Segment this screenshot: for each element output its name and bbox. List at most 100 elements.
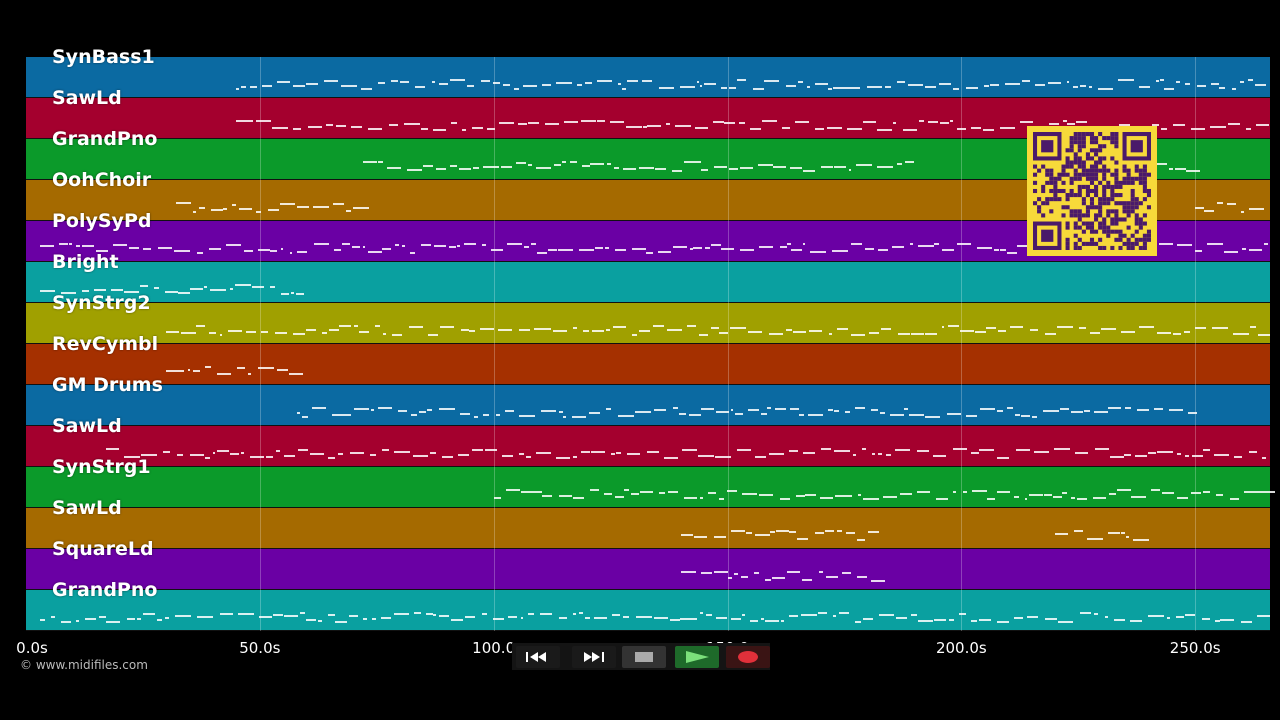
note-mark xyxy=(576,84,583,86)
note-mark xyxy=(204,286,207,288)
track-name-label: SynStrg1 xyxy=(52,456,151,478)
fast-forward-button[interactable] xyxy=(572,646,616,668)
record-button[interactable] xyxy=(726,646,770,668)
note-mark xyxy=(572,456,577,458)
note-mark xyxy=(605,329,610,331)
note-mark xyxy=(1173,333,1181,335)
note-mark xyxy=(433,614,436,616)
track-lane[interactable] xyxy=(26,549,1270,590)
note-mark xyxy=(749,128,761,130)
note-mark xyxy=(352,207,370,209)
note-mark xyxy=(50,616,56,618)
note-mark xyxy=(699,85,703,87)
note-mark xyxy=(582,330,589,332)
note-mark xyxy=(428,334,438,336)
note-mark xyxy=(572,613,577,615)
note-mark xyxy=(353,325,358,327)
note-mark xyxy=(673,246,687,248)
note-mark xyxy=(305,329,316,331)
note-mark xyxy=(834,166,846,168)
note-mark xyxy=(1094,613,1099,615)
note-mark xyxy=(932,455,946,457)
track-lane[interactable] xyxy=(26,303,1270,344)
note-mark xyxy=(180,332,196,334)
note-mark xyxy=(773,166,787,168)
grid-line xyxy=(493,57,495,631)
track-lane[interactable] xyxy=(26,467,1270,508)
note-mark xyxy=(1213,454,1229,456)
track-lane[interactable] xyxy=(26,508,1270,549)
note-mark xyxy=(1125,407,1132,409)
track-lane[interactable] xyxy=(26,426,1270,467)
note-mark xyxy=(58,243,68,245)
note-mark xyxy=(308,126,322,128)
note-mark xyxy=(495,414,500,416)
note-mark xyxy=(789,531,797,533)
note-mark xyxy=(905,161,914,163)
note-mark xyxy=(283,455,296,457)
note-mark xyxy=(1159,79,1164,81)
note-mark xyxy=(451,122,457,124)
note-mark xyxy=(731,530,745,532)
track-lane[interactable] xyxy=(26,590,1270,631)
note-mark xyxy=(755,534,770,536)
track-lane[interactable] xyxy=(26,262,1270,303)
note-mark xyxy=(878,614,895,616)
note-mark xyxy=(527,491,542,493)
note-mark xyxy=(612,614,620,616)
note-mark xyxy=(1148,615,1164,617)
track-lane[interactable] xyxy=(26,57,1270,98)
note-mark xyxy=(892,122,897,124)
note-mark xyxy=(581,451,590,453)
note-mark xyxy=(483,166,499,168)
note-mark xyxy=(938,83,952,85)
note-mark xyxy=(409,252,415,254)
track-lane[interactable] xyxy=(26,344,1270,385)
note-mark xyxy=(1079,612,1091,614)
note-mark xyxy=(622,168,636,170)
note-mark xyxy=(420,244,431,246)
note-mark xyxy=(280,203,295,205)
note-mark xyxy=(1228,123,1241,125)
note-mark xyxy=(1062,120,1067,122)
note-mark xyxy=(157,619,163,621)
note-mark xyxy=(232,204,237,206)
note-mark xyxy=(1211,83,1220,85)
note-mark xyxy=(701,572,712,574)
note-mark xyxy=(371,618,377,620)
note-mark xyxy=(790,167,803,169)
rewind-button[interactable] xyxy=(516,646,560,668)
note-mark xyxy=(75,620,79,622)
stop-button[interactable] xyxy=(622,646,666,668)
note-mark xyxy=(793,331,807,333)
note-mark xyxy=(556,82,572,84)
note-mark xyxy=(297,449,309,451)
play-button[interactable] xyxy=(675,646,719,668)
note-mark xyxy=(590,163,605,165)
note-mark xyxy=(615,452,622,454)
note-mark xyxy=(852,454,857,456)
note-mark xyxy=(990,84,1000,86)
note-mark xyxy=(106,621,121,623)
note-mark xyxy=(1248,451,1257,453)
note-mark xyxy=(563,416,566,418)
note-mark xyxy=(196,616,213,618)
note-mark xyxy=(1121,331,1135,333)
note-mark xyxy=(653,617,669,619)
note-mark xyxy=(490,249,503,251)
copyright-text: © www.midifiles.com xyxy=(20,658,148,672)
note-mark xyxy=(230,288,234,290)
note-mark xyxy=(895,617,907,619)
note-mark xyxy=(1157,332,1172,334)
note-mark xyxy=(1249,208,1264,210)
note-mark xyxy=(799,414,804,416)
note-mark xyxy=(1155,163,1167,165)
note-mark xyxy=(163,451,170,453)
note-mark xyxy=(518,453,525,455)
note-mark xyxy=(40,619,46,621)
track-lane[interactable] xyxy=(26,385,1270,426)
note-mark xyxy=(1028,494,1043,496)
note-mark xyxy=(952,448,967,450)
note-mark xyxy=(591,330,604,332)
time-tick-label: 250.0s xyxy=(1169,639,1221,657)
